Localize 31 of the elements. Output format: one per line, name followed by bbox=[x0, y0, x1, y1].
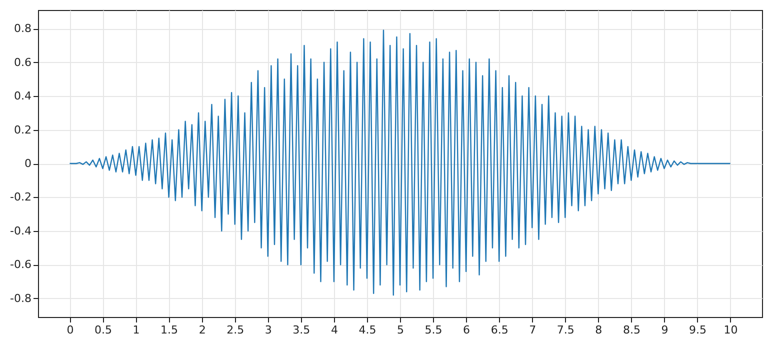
x-tick-label: 6 bbox=[463, 324, 470, 336]
x-tick-label: 3 bbox=[264, 324, 272, 336]
y-tick-label: 0.6 bbox=[14, 56, 32, 69]
x-tick-label: 8 bbox=[595, 324, 602, 336]
x-tick-label: 7 bbox=[529, 324, 536, 336]
y-tick-label: 0.8 bbox=[14, 22, 32, 36]
x-tick-label: 5 bbox=[397, 324, 404, 336]
x-tick-label: 7.5 bbox=[556, 324, 574, 336]
x-tick-label: 5.5 bbox=[424, 324, 442, 336]
y-tick-label: -0.4 bbox=[10, 224, 32, 238]
x-tick-label: 2 bbox=[198, 324, 206, 336]
x-tick-label: 4 bbox=[330, 324, 338, 336]
y-tick-label: 0.4 bbox=[14, 90, 32, 103]
x-tick-label: 0.5 bbox=[94, 324, 112, 336]
x-tick-label: 9 bbox=[661, 324, 668, 336]
line-series bbox=[69, 30, 731, 296]
y-tick-label: -0.2 bbox=[10, 190, 32, 204]
y-tick-label: -0.8 bbox=[10, 292, 32, 305]
x-tick-label: 0 bbox=[66, 324, 74, 336]
x-tick-label: 8.5 bbox=[622, 324, 640, 336]
x-tick-label: 3.5 bbox=[292, 324, 310, 336]
y-tick-label: 0.2 bbox=[14, 123, 32, 136]
y-tick-label: -0.6 bbox=[10, 258, 32, 272]
x-tick-label: 2.5 bbox=[226, 324, 244, 336]
x-tick-label: 1 bbox=[132, 324, 140, 336]
x-tick-label: 9.5 bbox=[689, 324, 707, 336]
y-tick-label: 0 bbox=[24, 157, 32, 170]
x-tick-label: 4.5 bbox=[358, 324, 376, 336]
x-tick-label: 10 bbox=[724, 324, 738, 336]
x-tick-label: 1.5 bbox=[160, 324, 178, 336]
x-tick-label: 6.5 bbox=[490, 324, 508, 336]
